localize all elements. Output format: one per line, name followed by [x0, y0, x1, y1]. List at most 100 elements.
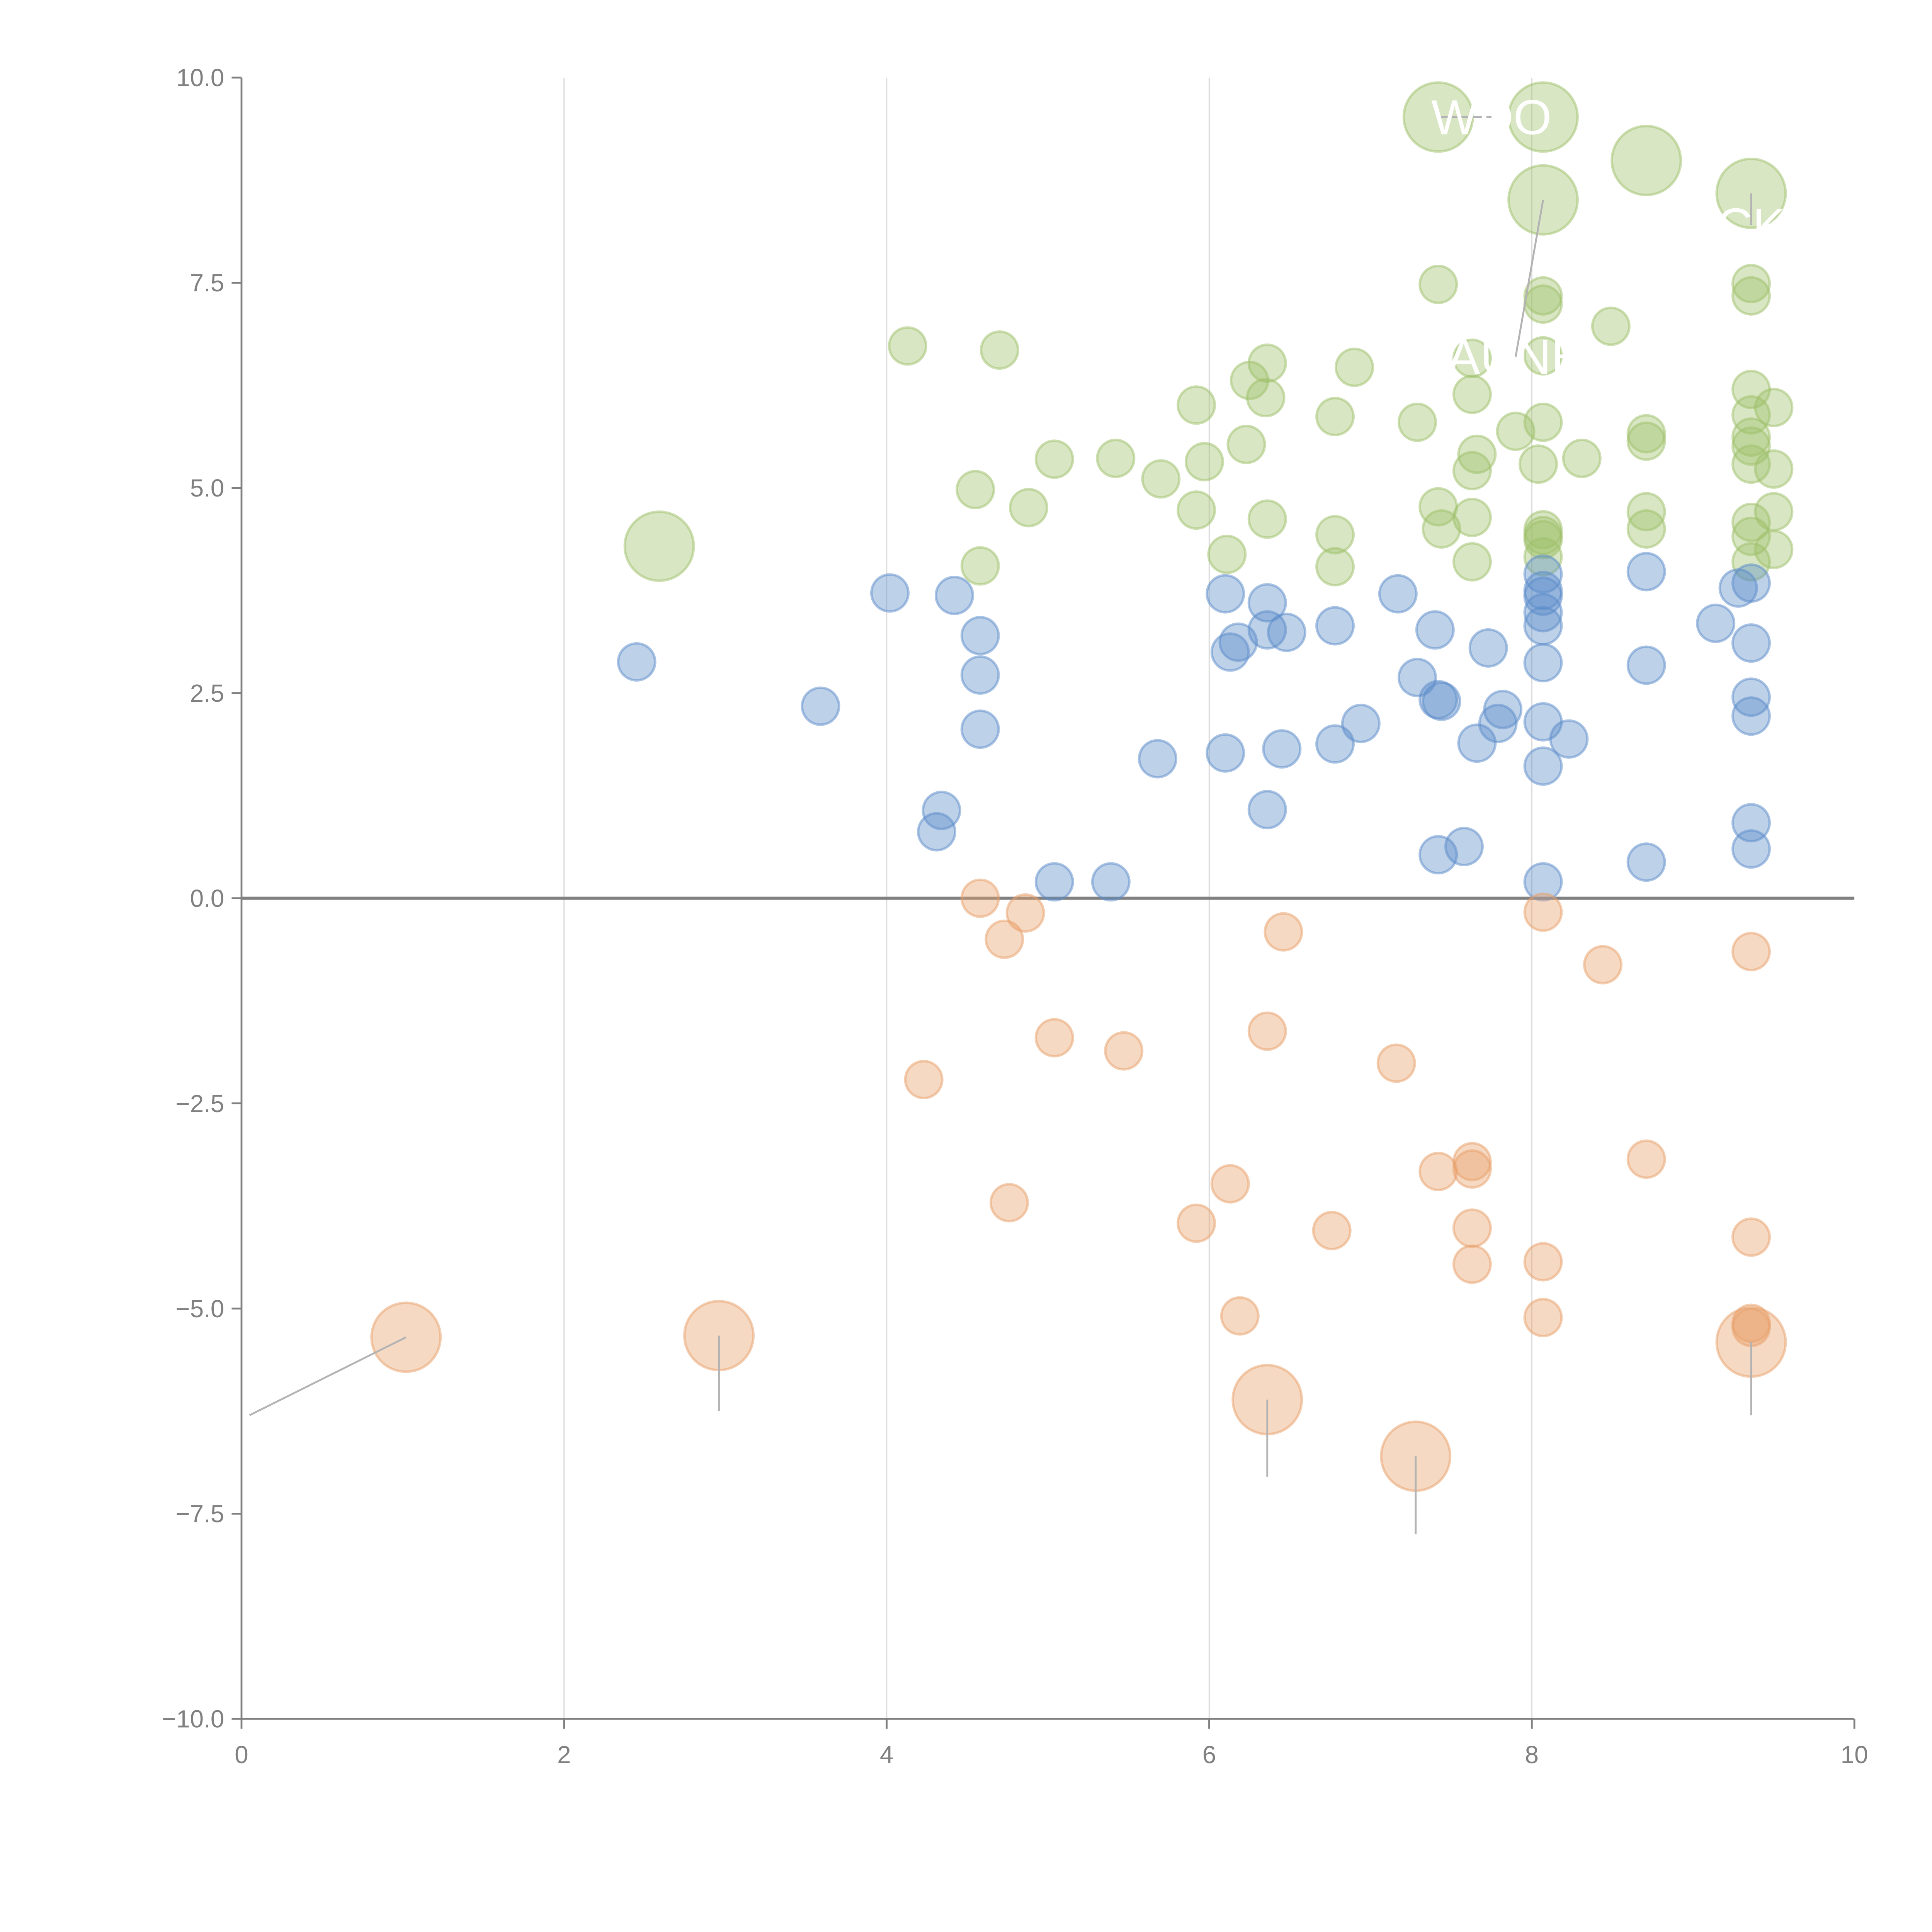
bubble-green: [1207, 534, 1247, 574]
bubble-orange: [1005, 893, 1045, 933]
bubble-blue: [1262, 729, 1302, 769]
bubble-blue: [1626, 645, 1666, 685]
annotation-leader-line: [249, 1336, 406, 1416]
bubble-green: [1523, 537, 1563, 577]
bubble-green: [1731, 395, 1771, 435]
bubble-blue: [801, 686, 840, 726]
bubble-blue: [1731, 696, 1771, 736]
bubble-orange: [1626, 1139, 1666, 1179]
bubble-blue: [1091, 862, 1131, 902]
bubble-green: [1397, 402, 1437, 442]
bubble-green: [1177, 490, 1216, 530]
bubble-green: [1246, 378, 1286, 418]
bubble-green: [960, 546, 1000, 586]
bubble-green: [1422, 509, 1461, 549]
bubble-orange: [1452, 1149, 1492, 1189]
bubble-blue: [1731, 623, 1771, 663]
bubble-blue: [960, 616, 1000, 656]
bubble-blue: [1731, 829, 1771, 869]
bubble-blue: [1418, 835, 1458, 875]
bubble-blue: [1731, 563, 1771, 603]
bubble-orange: [1177, 1203, 1216, 1243]
y-tick-label: −7.5: [175, 1500, 224, 1528]
bubble-orange: [985, 919, 1024, 959]
bubble-orange: [1731, 932, 1771, 971]
bubble-green: [1315, 396, 1355, 437]
bubble-blue: [1422, 681, 1461, 721]
bubble-orange: [1264, 912, 1303, 952]
bubble-green: [1518, 444, 1558, 484]
bubble-green: [1452, 542, 1492, 582]
bubble-green: [1034, 439, 1074, 479]
bubble-layer: [370, 81, 1794, 1492]
bubble-blue: [1206, 733, 1245, 773]
bubble-green: [1452, 451, 1492, 491]
bubble-green: [1141, 459, 1181, 499]
bubble-green: [1626, 492, 1666, 532]
bubble-blue: [1378, 574, 1418, 614]
bubble-green: [1626, 509, 1666, 549]
bubble-blue: [1478, 704, 1518, 743]
bubble-blue: [1468, 628, 1508, 668]
bubble-green: [1177, 385, 1216, 425]
bubble-orange: [1523, 1242, 1563, 1282]
bubble-green: [1096, 439, 1136, 478]
bubble-orange: [1523, 1298, 1563, 1337]
bubble-green: [1315, 547, 1355, 587]
bubble-blue: [1418, 680, 1458, 719]
bubble-blue: [1523, 643, 1563, 683]
bubble-blue: [934, 575, 974, 615]
bubble-blue: [1549, 719, 1589, 759]
y-tick-label: −2.5: [175, 1090, 224, 1117]
bubble-orange: [1418, 1151, 1458, 1191]
bubble-orange: [1104, 1031, 1144, 1071]
bubble-green: [1754, 530, 1794, 570]
bubble-orange: [1452, 1208, 1492, 1248]
bubble-blue: [1626, 842, 1666, 882]
bubble-orange: [904, 1060, 944, 1099]
bubble-green: [1315, 515, 1355, 554]
bubble-blue: [1523, 606, 1563, 646]
bubble-orange: [960, 878, 1000, 918]
bubble-green: [1457, 434, 1497, 474]
bubble-green: [1611, 124, 1682, 196]
bubble-green: [1452, 498, 1492, 537]
bubble-green: [1754, 449, 1794, 489]
bubble-green: [1009, 488, 1048, 527]
bubble-blue: [870, 573, 910, 613]
bubble-blue: [1523, 577, 1563, 616]
annotation-label: AUNE: [1447, 330, 1584, 385]
bubble-orange: [1220, 1296, 1260, 1336]
bubble-green: [1523, 284, 1563, 324]
bubble-orange: [1312, 1211, 1352, 1250]
bubble-orange: [1452, 1244, 1492, 1284]
bubble-blue: [1341, 704, 1381, 743]
bubble-blue: [1267, 612, 1306, 652]
bubble-green: [1507, 81, 1579, 153]
bubble-green: [888, 326, 927, 366]
leader-lines: [249, 116, 1752, 1534]
bubble-orange: [1376, 1043, 1416, 1083]
bubble-green: [1184, 442, 1224, 481]
bubble-green: [1523, 276, 1563, 316]
annotation-label: CK: [1717, 199, 1785, 253]
bubble-green: [1523, 520, 1563, 560]
x-tick-label: 4: [880, 1741, 893, 1769]
bubble-blue: [1415, 610, 1455, 650]
bubble-blue: [960, 655, 1000, 695]
bubble-blue: [1034, 862, 1074, 902]
bubble-orange: [1247, 1011, 1287, 1051]
bubble-green: [1591, 306, 1631, 346]
axes: 0 2 4 6 8 10 10.0 7.5 5.0 2.5 0.0 −2.5 −5.0 −7.5 −10.0: [162, 64, 1868, 1769]
bubble-green: [1754, 388, 1794, 427]
bubble-green: [1626, 421, 1666, 461]
x-tick-label: 2: [557, 1741, 571, 1769]
bubble-green: [1731, 502, 1771, 542]
annotation-leader-line: [1515, 199, 1544, 357]
bubble-green: [1523, 402, 1563, 442]
y-tick-label: −10.0: [162, 1705, 224, 1733]
bubble-blue: [1696, 604, 1736, 643]
bubble-green: [1562, 439, 1602, 478]
bubble-blue: [1247, 790, 1287, 830]
x-tick-label: 0: [235, 1741, 248, 1769]
